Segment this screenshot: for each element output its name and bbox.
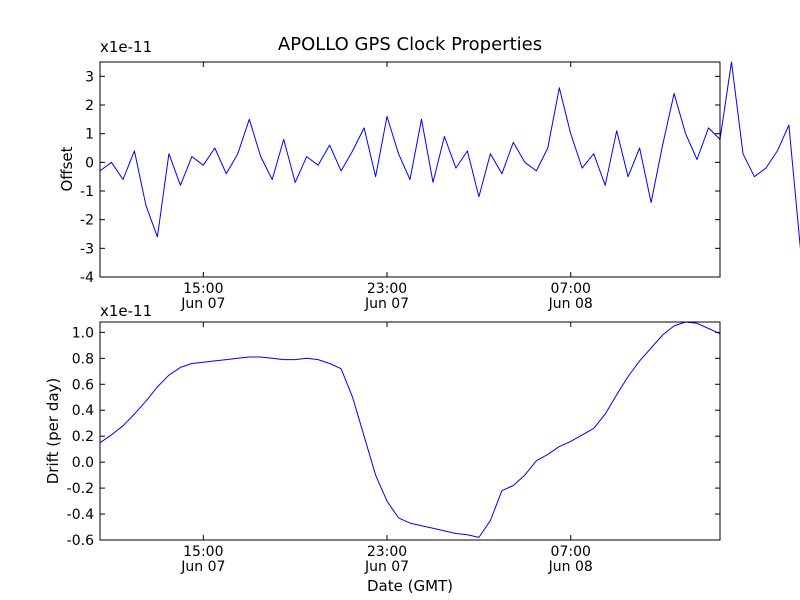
offset-y-tick-label: 2	[85, 98, 94, 114]
drift-y-tick-label: 0.6	[72, 377, 94, 393]
offset-y-tick-label: -2	[80, 213, 94, 229]
offset-plot-frame	[99, 61, 721, 278]
offset-y-tick-label: -1	[80, 184, 94, 200]
drift-x-tick-time: 15:00	[183, 544, 223, 560]
offset-y-tick-label: 3	[85, 69, 94, 85]
offset-y-tick-label: 0	[85, 155, 94, 171]
drift-plot-frame	[99, 321, 721, 541]
drift-x-tick-date: Jun 07	[180, 559, 225, 575]
offset-panel: APOLLO GPS Clock Properties x1e-11 Offse…	[58, 34, 800, 312]
drift-x-tick-time: 07:00	[551, 544, 591, 560]
offset-x-tick-date: Jun 07	[180, 296, 225, 312]
drift-y-tick-label: -0.4	[67, 507, 94, 523]
drift-y-tick-label: 0.0	[72, 455, 94, 471]
drift-x-tick-date: Jun 07	[364, 559, 409, 575]
drift-panel: x1e-11 Drift (per day) Date (GMT) -0.6 -0…	[44, 302, 721, 595]
offset-y-tick-label: -4	[80, 270, 94, 286]
offset-x-tick-time: 15:00	[183, 281, 223, 297]
chart-title: APOLLO GPS Clock Properties	[278, 34, 542, 55]
drift-x-tick-time: 23:00	[367, 544, 407, 560]
drift-y-tick-label: -0.2	[67, 481, 94, 497]
drift-multiplier-label: x1e-11	[100, 302, 152, 320]
drift-y-tick-label: 0.2	[72, 429, 94, 445]
offset-multiplier-label: x1e-11	[100, 38, 152, 56]
drift-x-tick-date: Jun 08	[548, 559, 593, 575]
offset-series-line	[99, 61, 800, 249]
offset-x-tick-time: 23:00	[367, 281, 407, 297]
offset-x-tick-date: Jun 07	[364, 296, 409, 312]
drift-y-axis-label: Drift (per day)	[44, 378, 62, 485]
drift-y-tick-label: -0.6	[67, 533, 94, 549]
drift-series-line	[99, 321, 721, 538]
drift-series	[99, 321, 721, 538]
offset-y-tick-label: -3	[80, 241, 94, 257]
drift-y-tick-label: 0.4	[72, 403, 94, 419]
drift-y-tick-label: 0.8	[72, 351, 94, 367]
offset-y-axis-label: Offset	[58, 146, 76, 191]
offset-x-tick-time: 07:00	[551, 281, 591, 297]
offset-series	[99, 61, 800, 249]
offset-y-tick-label: 1	[85, 127, 94, 143]
drift-y-tick-label: 1.0	[72, 325, 94, 341]
offset-x-tick-date: Jun 08	[548, 296, 593, 312]
drift-x-axis-label: Date (GMT)	[367, 577, 453, 595]
